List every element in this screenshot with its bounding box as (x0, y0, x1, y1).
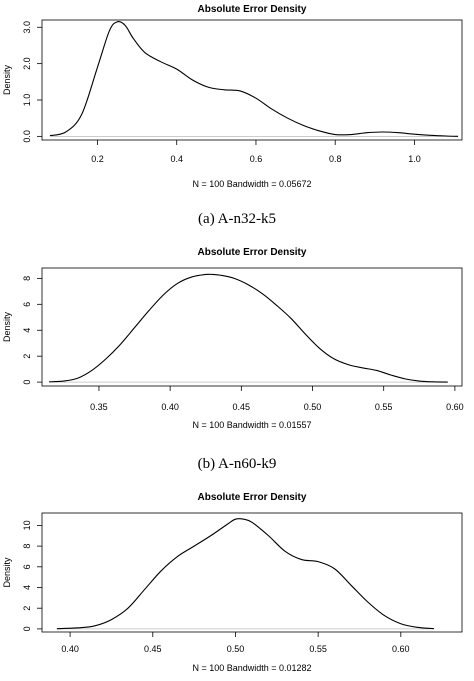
chart-3-x-tick-label: 0.55 (309, 644, 327, 654)
chart-1-y-tick-label: 3.0 (22, 21, 32, 34)
chart-1-x-tick-label: 0.8 (329, 154, 342, 164)
chart-1-title: Absolute Error Density (198, 4, 307, 15)
chart-3-y-tick-label: 2 (22, 606, 32, 611)
chart-3-x-tick-label: 0.60 (392, 644, 410, 654)
chart-3-y-axis-label: Density (2, 557, 12, 588)
chart-1-y-tick-label: 2.0 (22, 57, 32, 70)
chart-1-density-curve (49, 21, 459, 137)
chart-2-x-tick-label: 0.45 (233, 402, 251, 412)
chart-2-x-tick-label: 0.50 (304, 402, 322, 412)
chart-2-density-curve (49, 273, 448, 383)
chart-1-y-tick-label: 0.0 (22, 130, 32, 143)
chart-3-y-tick-label: 4 (22, 585, 32, 590)
chart-3-y-tick-label: 6 (22, 564, 32, 569)
chart-2-y-tick-label: 4 (22, 328, 32, 333)
chart-3-y-tick-label: 10 (22, 520, 32, 530)
chart-1-x-tick-label: 0.6 (250, 154, 263, 164)
chart-1-x-tick-label: 0.2 (91, 154, 104, 164)
chart-3-x-tick-label: 0.45 (144, 644, 162, 654)
chart-2-x-tick-label: 0.60 (446, 402, 464, 412)
chart-2-y-axis-label: Density (2, 311, 12, 342)
chart-1-caption: (a) A-n32-k5 (198, 211, 276, 227)
chart-1-plot-frame (41, 19, 463, 141)
chart-2-caption: (b) A-n60-k9 (198, 456, 277, 472)
chart-3-plot-frame (41, 512, 463, 633)
chart-1-y-axis-label: Density (2, 64, 12, 95)
chart-3-title: Absolute Error Density (198, 492, 307, 503)
chart-2-title: Absolute Error Density (198, 247, 307, 258)
chart-1-x-axis-label: N = 100 Bandwidth = 0.05672 (192, 179, 311, 189)
chart-3-density-curve (56, 518, 434, 630)
chart-2-x-tick-label: 0.40 (161, 402, 179, 412)
chart-3-y-tick-label: 8 (22, 544, 32, 549)
chart-1-x-tick-label: 1.0 (408, 154, 421, 164)
chart-1-y-tick-label: 1.0 (22, 94, 32, 107)
chart-2-plot-frame (41, 267, 463, 387)
chart-2-y-tick-label: 8 (22, 276, 32, 281)
chart-2-y-tick-label: 0 (22, 380, 32, 385)
chart-2-x-axis-label: N = 100 Bandwidth = 0.01557 (192, 420, 311, 430)
chart-3-y-tick-label: 0 (22, 626, 32, 631)
chart-1-x-tick-label: 0.4 (170, 154, 183, 164)
chart-3-x-tick-label: 0.50 (227, 644, 245, 654)
chart-2-y-tick-label: 6 (22, 302, 32, 307)
chart-3-x-axis-label: N = 100 Bandwidth = 0.01282 (192, 663, 311, 673)
chart-2-y-tick-label: 2 (22, 354, 32, 359)
chart-2-x-tick-label: 0.35 (90, 402, 108, 412)
chart-2-x-tick-label: 0.55 (375, 402, 393, 412)
chart-3-x-tick-label: 0.40 (61, 644, 79, 654)
